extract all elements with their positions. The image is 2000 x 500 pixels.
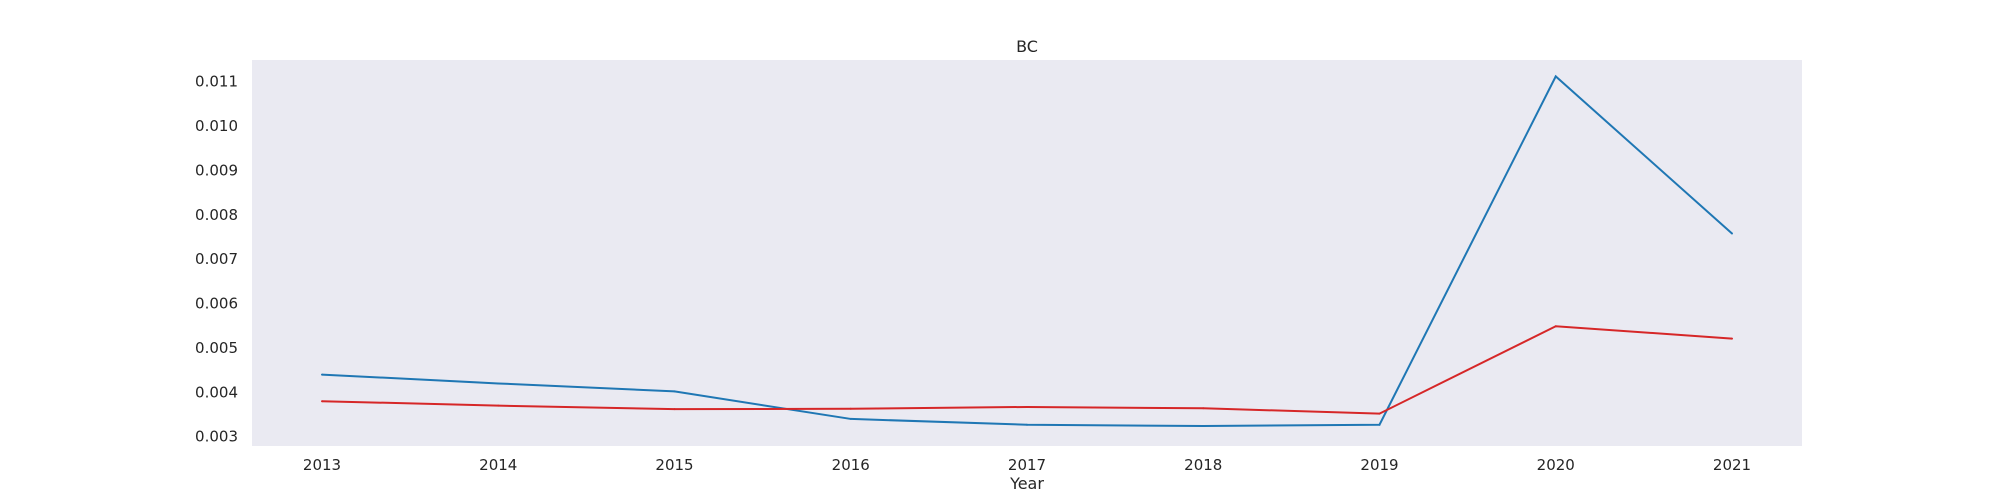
series-1-point-2019 xyxy=(1378,423,1381,426)
x-axis: 2013 2014 2015 2016 2017 2018 2019 2020 2021 xyxy=(303,456,1751,474)
x-tick-label: 2021 xyxy=(1713,456,1751,474)
y-tick-label: 0.004 xyxy=(195,383,238,401)
y-tick-label: 0.008 xyxy=(195,206,238,224)
series-1-point-2018 xyxy=(1202,425,1205,428)
series-1-point-2016 xyxy=(849,417,852,420)
series-1-point-2017 xyxy=(1026,423,1028,426)
y-tick-label: 0.009 xyxy=(195,161,238,179)
series-2-point-2020 xyxy=(1554,325,1557,328)
x-tick-label: 2016 xyxy=(832,456,870,474)
y-tick-label: 0.007 xyxy=(195,250,238,268)
x-tick-label: 2015 xyxy=(655,456,693,474)
x-tick-label: 2013 xyxy=(303,456,341,474)
series-2-point-2018 xyxy=(1202,407,1205,410)
x-tick-label: 2018 xyxy=(1184,456,1222,474)
series-2-point-2016 xyxy=(849,407,852,410)
series-1-point-2015 xyxy=(673,390,676,393)
y-tick-label: 0.005 xyxy=(195,339,238,357)
x-axis-label: Year xyxy=(1009,474,1044,493)
series-1-point-2014 xyxy=(497,382,500,385)
y-tick-label: 0.010 xyxy=(195,117,238,135)
x-tick-label: 2020 xyxy=(1537,456,1575,474)
x-tick-label: 2019 xyxy=(1360,456,1398,474)
series-2-point-2021 xyxy=(1731,337,1733,340)
series-2-point-2013 xyxy=(321,400,323,403)
series-2-point-2017 xyxy=(1026,405,1028,408)
y-tick-label: 0.003 xyxy=(195,428,238,446)
plot-area xyxy=(252,60,1802,446)
y-tick-label: 0.006 xyxy=(195,295,238,313)
series-layer xyxy=(321,74,1733,428)
series-2-point-2014 xyxy=(497,404,500,407)
y-tick-label: 0.011 xyxy=(195,73,238,91)
y-axis: 0.003 0.004 0.005 0.006 0.007 0.008 0.009 0.010… xyxy=(195,73,238,446)
series-2-point-2019 xyxy=(1378,412,1381,415)
series-1-point-2021 xyxy=(1731,232,1733,235)
x-tick-label: 2014 xyxy=(479,456,517,474)
series-1-point-2013 xyxy=(321,373,323,376)
chart-title: BC xyxy=(1016,37,1038,56)
x-tick-label: 2017 xyxy=(1008,456,1046,474)
series-1-point-2020 xyxy=(1554,75,1557,78)
series-2-point-2015 xyxy=(673,408,676,411)
